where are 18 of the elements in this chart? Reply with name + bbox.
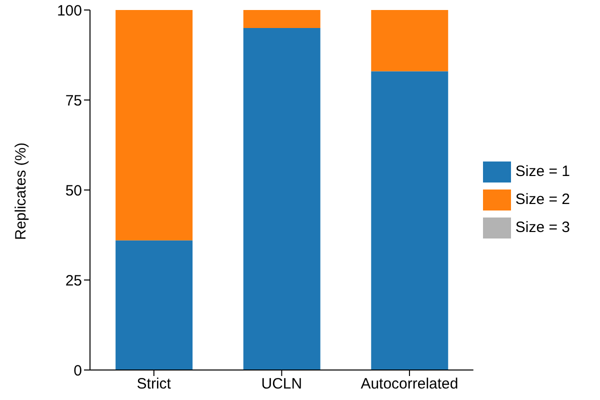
bar <box>116 240 193 370</box>
y-tick-label: 75 <box>65 92 82 110</box>
bar <box>371 10 448 72</box>
x-tick-label: Strict <box>136 376 172 393</box>
y-axis-title: Replicates (%) <box>12 142 30 240</box>
legend-label: Size = 2 <box>515 190 570 208</box>
y-tick-label: 50 <box>65 182 82 200</box>
legend-label: Size = 1 <box>515 162 570 180</box>
y-tick-label: 100 <box>56 2 82 20</box>
y-tick-label: 25 <box>65 272 82 290</box>
bar <box>243 10 320 28</box>
bar <box>116 10 193 240</box>
bar <box>371 71 448 370</box>
legend-label: Size = 3 <box>515 218 570 236</box>
y-tick-label: 0 <box>74 362 82 380</box>
x-tick-label: UCLN <box>261 376 302 393</box>
x-tick-label: Autocorrelated <box>360 376 458 393</box>
bar <box>243 28 320 370</box>
